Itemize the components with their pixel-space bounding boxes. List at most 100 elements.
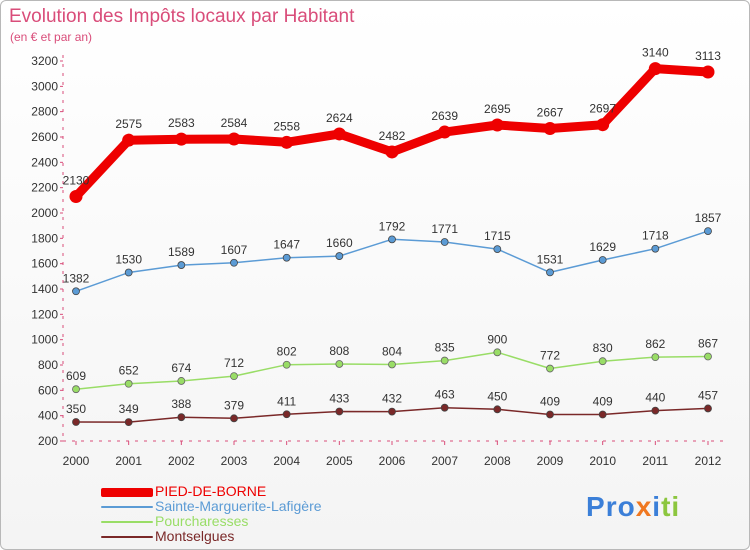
data-label: 3113 — [695, 49, 721, 63]
y-tick-label: 2400 — [31, 155, 58, 169]
data-label: 712 — [224, 356, 244, 370]
data-label: 2624 — [326, 111, 353, 125]
logo-letter: o — [617, 491, 636, 522]
data-point — [651, 406, 660, 415]
data-label: 802 — [277, 345, 297, 359]
data-point — [388, 360, 396, 369]
data-label: 2575 — [115, 117, 142, 131]
data-label: 1647 — [273, 238, 300, 252]
y-tick-label: 3200 — [31, 54, 58, 68]
data-point — [282, 360, 291, 369]
data-point — [388, 407, 396, 416]
data-label: 2667 — [537, 106, 564, 120]
data-label: 349 — [119, 402, 139, 416]
data-point — [230, 414, 238, 423]
data-point — [546, 364, 554, 373]
data-label: 652 — [119, 364, 139, 378]
data-label: 772 — [540, 349, 560, 363]
data-point — [438, 125, 452, 139]
data-point — [72, 418, 80, 426]
data-label: 2697 — [589, 102, 616, 116]
data-point — [546, 410, 554, 419]
data-point — [388, 235, 396, 244]
data-label: 1715 — [484, 229, 511, 243]
data-point — [282, 410, 291, 419]
y-tick-label: 800 — [38, 358, 58, 372]
data-point — [598, 256, 607, 264]
data-label: 674 — [171, 361, 191, 375]
y-tick-label: 2200 — [31, 181, 58, 195]
legend-line — [101, 487, 153, 497]
data-point — [282, 253, 291, 262]
data-label: 1857 — [695, 211, 722, 225]
data-label: 2558 — [273, 119, 300, 133]
y-tick-label: 1800 — [31, 231, 58, 245]
chart-subtitle: (en € et par an) — [10, 30, 93, 44]
x-tick-label: 2002 — [168, 454, 195, 468]
logo-letter: r — [605, 491, 618, 522]
data-label: 409 — [593, 395, 613, 409]
data-point — [177, 261, 186, 269]
chart-title: Evolution des Impôts locaux par Habitant — [9, 6, 355, 27]
data-label: 463 — [435, 388, 455, 402]
x-tick-label: 2000 — [63, 454, 90, 468]
data-label: 900 — [487, 332, 507, 346]
x-tick-label: 2011 — [642, 454, 668, 468]
data-label: 2695 — [484, 102, 511, 116]
data-label: 411 — [277, 394, 296, 408]
data-point — [598, 357, 607, 366]
y-tick-label: 3000 — [31, 79, 58, 93]
data-point — [598, 410, 607, 419]
data-label: 1792 — [379, 219, 406, 233]
data-label: 867 — [698, 337, 718, 351]
y-tick-label: 2000 — [31, 206, 58, 220]
legend-label: Sainte-Marguerite-Lafigère — [155, 498, 322, 514]
data-point — [440, 356, 449, 365]
data-label: 804 — [382, 344, 402, 358]
data-point — [543, 122, 557, 136]
y-tick-label: 2800 — [31, 105, 58, 119]
x-tick-label: 2004 — [273, 454, 300, 468]
logo-letter: i — [671, 491, 681, 522]
data-label: 1607 — [221, 243, 248, 257]
data-point — [704, 227, 712, 236]
data-point — [227, 132, 241, 146]
data-label: 1589 — [168, 245, 195, 259]
x-tick-label: 2006 — [379, 454, 406, 468]
logo-letter: x — [635, 491, 653, 522]
y-tick-label: 1400 — [31, 282, 58, 296]
data-point — [122, 133, 136, 147]
data-point — [230, 372, 238, 381]
logo-letter: P — [586, 491, 606, 522]
x-tick-label: 2001 — [115, 454, 142, 468]
logo-letter: i — [652, 491, 662, 522]
legend-label: Montselgues — [155, 528, 235, 544]
data-point — [596, 118, 610, 132]
data-label: 450 — [487, 389, 507, 403]
data-point — [230, 258, 238, 267]
data-label: 379 — [224, 398, 244, 412]
data-point — [490, 118, 504, 132]
y-tick-label: 200 — [38, 434, 58, 448]
data-label: 350 — [66, 402, 86, 416]
data-label: 862 — [645, 337, 665, 351]
data-label: 457 — [698, 388, 718, 402]
x-tick-label: 2010 — [589, 454, 616, 468]
data-point — [124, 268, 133, 277]
data-label: 3140 — [642, 46, 669, 60]
y-tick-label: 600 — [38, 383, 58, 397]
data-label: 1530 — [115, 253, 142, 267]
y-tick-label: 1200 — [31, 307, 58, 321]
data-label: 835 — [435, 341, 455, 355]
data-label: 432 — [382, 392, 402, 406]
data-point — [651, 244, 660, 253]
data-label: 1771 — [431, 222, 458, 236]
legend-label: Pourcharesses — [155, 513, 249, 529]
data-label: 433 — [329, 391, 349, 405]
data-point — [440, 238, 449, 246]
data-point — [704, 404, 712, 413]
data-label: 440 — [645, 391, 665, 405]
data-label: 2639 — [431, 109, 458, 123]
data-point — [335, 252, 344, 260]
